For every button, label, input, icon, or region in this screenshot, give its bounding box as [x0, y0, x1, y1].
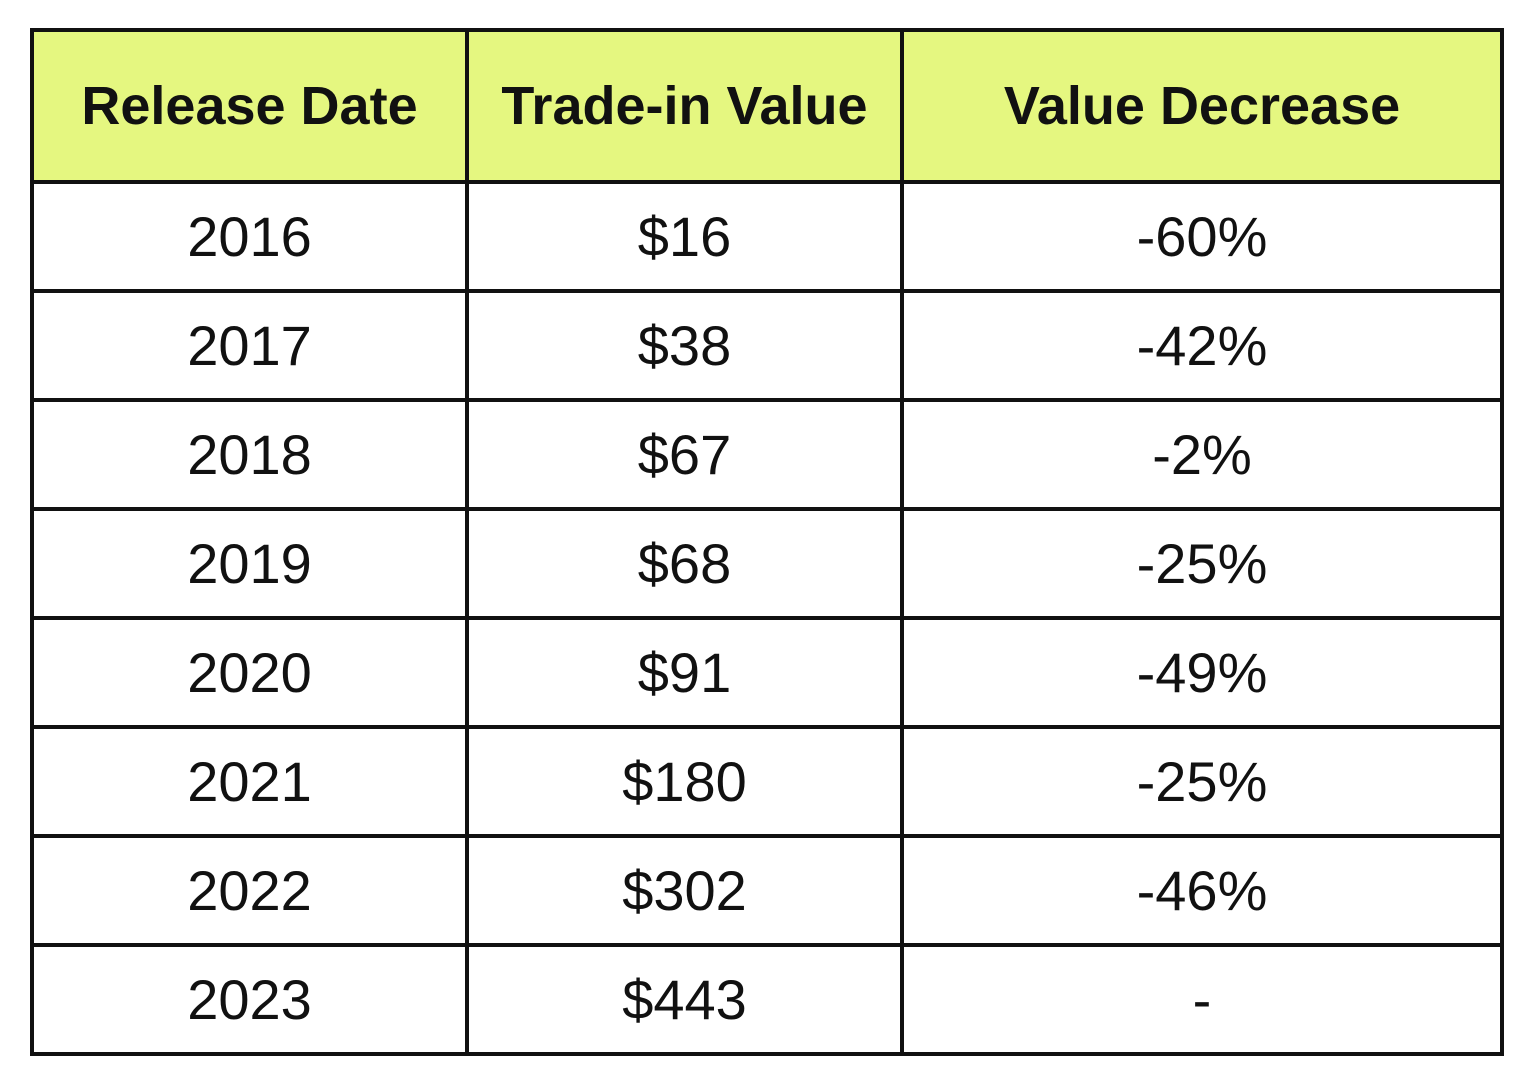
table-row: 2021 $180 -25%	[30, 725, 1504, 838]
table-cell: -	[900, 943, 1504, 1056]
table-row: 2019 $68 -25%	[30, 507, 1504, 620]
header-cell: Trade-in Value	[465, 28, 904, 184]
table-cell: $91	[465, 616, 904, 729]
header-row: Release Date Trade-in Value Value Decrease	[30, 28, 1504, 184]
table-cell: 2018	[30, 398, 469, 511]
table-cell: $38	[465, 289, 904, 402]
table-cell: 2021	[30, 725, 469, 838]
table-cell: -49%	[900, 616, 1504, 729]
table-cell: $180	[465, 725, 904, 838]
table-row: 2023 $443-	[30, 943, 1504, 1056]
table-cell: -25%	[900, 725, 1504, 838]
table-body: 2016 $16 -60% 2017 $38 -42% 2018 $67 -2% 2019 $68-…	[30, 180, 1504, 1056]
header-cell: Value Decrease	[900, 28, 1504, 184]
table-row: 2020 $91 -49%	[30, 616, 1504, 729]
table-cell: -60%	[900, 180, 1504, 293]
table-cell: -42%	[900, 289, 1504, 402]
table-cell: 2020	[30, 616, 469, 729]
table-row: 2022 $302 -46%	[30, 834, 1504, 947]
table-cell: -25%	[900, 507, 1504, 620]
table-row: 2017 $38 -42%	[30, 289, 1504, 402]
table-row: 2018 $67 -2%	[30, 398, 1504, 511]
table-cell: 2016	[30, 180, 469, 293]
table-cell: $443	[465, 943, 904, 1056]
header-cell: Release Date	[30, 28, 469, 184]
table-cell: $67	[465, 398, 904, 511]
table-cell: 2022	[30, 834, 469, 947]
table-cell: $16	[465, 180, 904, 293]
table-cell: $302	[465, 834, 904, 947]
table-row: 2016 $16 -60%	[30, 180, 1504, 293]
table-cell: -2%	[900, 398, 1504, 511]
table-cell: 2017	[30, 289, 469, 402]
data-table: Release Date Trade-in Value Value Decrease…	[30, 28, 1504, 1056]
table-cell: $68	[465, 507, 904, 620]
table-cell: -46%	[900, 834, 1504, 947]
table-cell: 2023	[30, 943, 469, 1056]
table-cell: 2019	[30, 507, 469, 620]
